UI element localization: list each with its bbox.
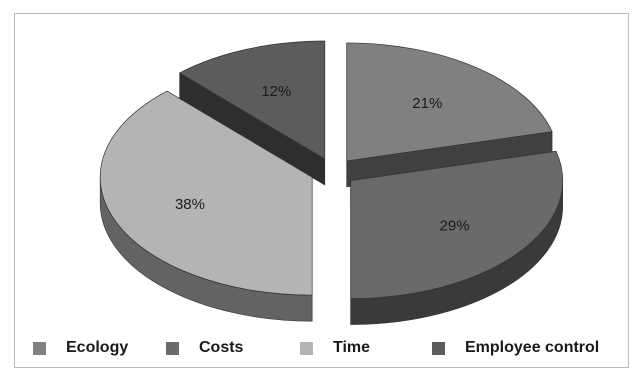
legend: Ecology Costs Time Employee control bbox=[0, 334, 643, 362]
slice-costs bbox=[350, 150, 563, 325]
legend-label-costs: Costs bbox=[199, 339, 244, 356]
legend-swatch-ecology bbox=[33, 341, 46, 355]
slice-top-time bbox=[99, 90, 313, 296]
legend-item-ecology: Ecology bbox=[33, 334, 128, 362]
legend-label-time: Time bbox=[333, 339, 371, 356]
slice-top-ecology bbox=[346, 42, 553, 162]
data-label-time: 38% bbox=[175, 196, 205, 213]
slice-employee-control bbox=[178, 40, 326, 186]
slice-time bbox=[99, 90, 313, 322]
legend-label-ecology: Ecology bbox=[66, 339, 129, 356]
legend-item-time: Time bbox=[300, 334, 370, 362]
legend-label-employee-control: Employee control bbox=[465, 339, 600, 356]
legend-swatch-time bbox=[300, 341, 313, 355]
legend-item-employee-control: Employee control bbox=[432, 334, 599, 362]
slice-top-costs bbox=[350, 150, 563, 299]
slice-top-employee-control bbox=[178, 40, 326, 160]
slice-ecology bbox=[346, 42, 553, 188]
data-label-costs: 29% bbox=[440, 217, 470, 234]
legend-item-costs: Costs bbox=[166, 334, 243, 362]
legend-swatch-costs bbox=[166, 341, 179, 355]
data-label-ecology: 21% bbox=[412, 95, 442, 112]
data-label-employee-control: 12% bbox=[261, 83, 291, 100]
legend-swatch-employee-control bbox=[432, 341, 445, 355]
